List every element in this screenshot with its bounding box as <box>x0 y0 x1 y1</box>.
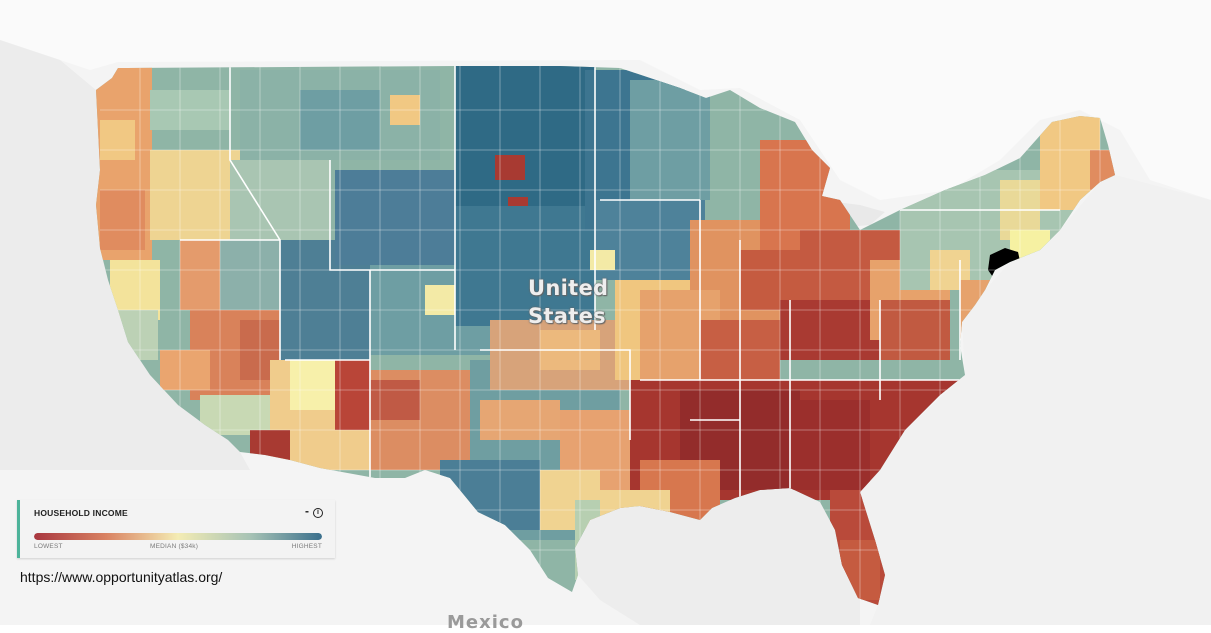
source-url[interactable]: https://www.opportunityatlas.org/ <box>20 569 223 585</box>
legend-median-label: MEDIAN ($34k) <box>150 543 199 550</box>
legend-low-label: LOWEST <box>34 543 63 550</box>
info-icon[interactable]: i <box>313 508 323 518</box>
country-label: United States <box>528 274 608 330</box>
country-label-line2: States <box>528 304 606 328</box>
atlantic <box>860 175 1211 625</box>
legend-color-bar <box>34 533 322 540</box>
canada-land <box>0 0 1211 200</box>
legend-title: HOUSEHOLD INCOME <box>34 508 128 518</box>
ocean <box>0 40 250 470</box>
legend-panel: HOUSEHOLD INCOME - i LOWEST MEDIAN ($34k… <box>17 500 335 558</box>
gulf <box>575 488 860 625</box>
legend-high-label: HIGHEST <box>291 543 322 550</box>
neighbor-label: Mexico <box>447 612 524 633</box>
minimize-button[interactable]: - <box>305 504 309 518</box>
country-label-line1: United <box>528 276 609 300</box>
